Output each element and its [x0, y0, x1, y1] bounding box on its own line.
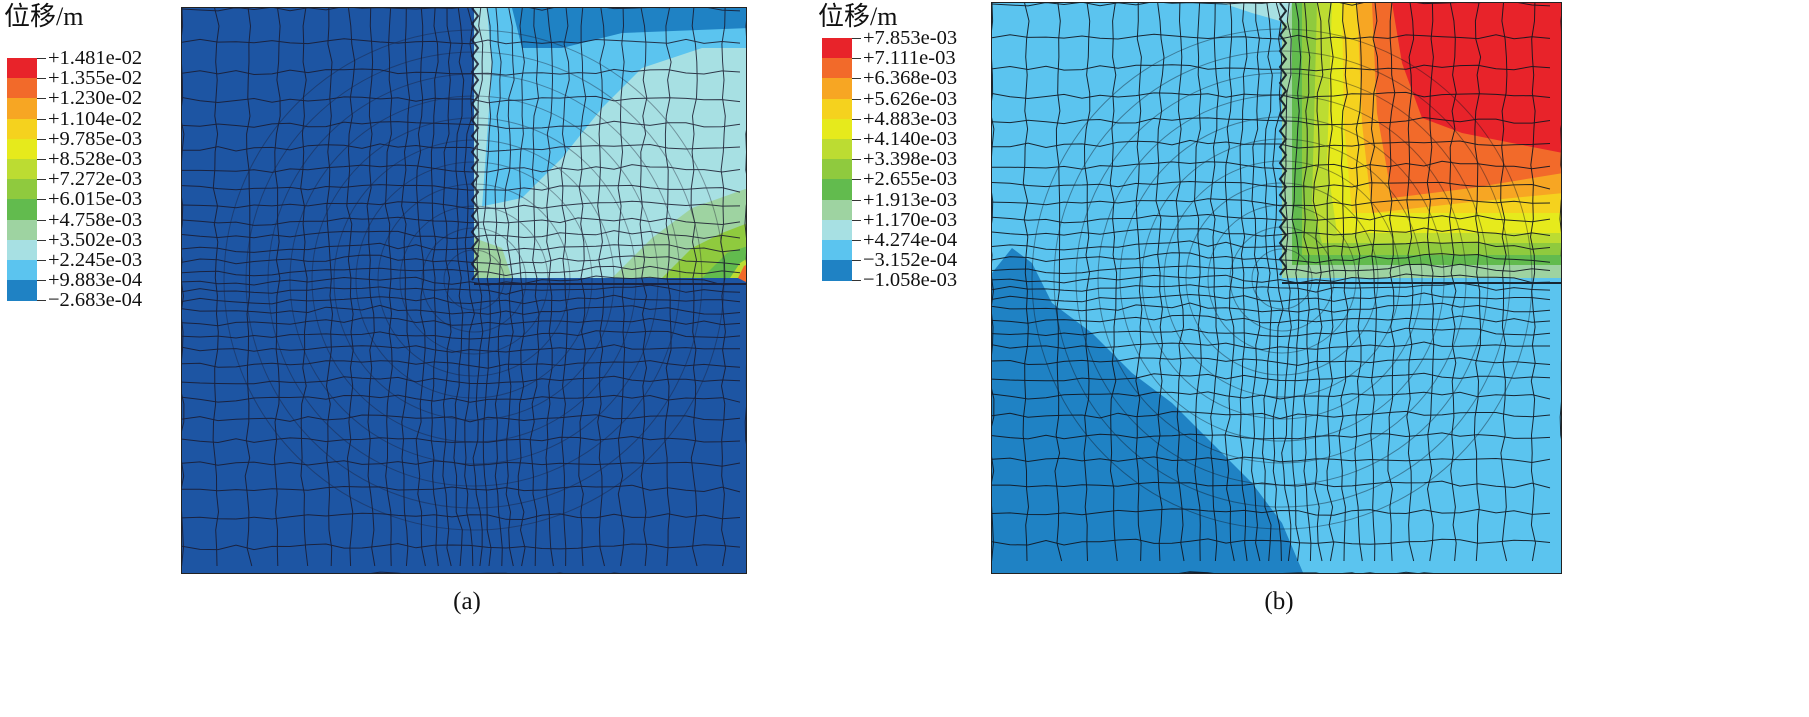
caption-a: (a) — [453, 588, 481, 615]
caption-b: (b) — [1264, 588, 1294, 615]
legend-label-b: +3.398e-03 — [863, 148, 958, 171]
legend-swatch-a — [7, 159, 37, 180]
legend-label-a: −2.683e-04 — [48, 289, 143, 312]
legend-label-b: +4.274e-04 — [863, 229, 958, 251]
legend-tick-a — [37, 58, 46, 59]
legend-swatch-b — [822, 98, 852, 120]
legend-swatch-a — [7, 179, 37, 200]
legend-label-b: +2.655e-03 — [863, 168, 958, 191]
legend-swatch-a — [7, 239, 37, 261]
legend-swatch-b — [822, 240, 852, 261]
legend-label-b: +4.140e-03 — [863, 128, 958, 150]
legend-label-a: +9.785e-03 — [48, 127, 143, 150]
legend-tick-a — [37, 300, 46, 302]
legend-tick-b — [852, 98, 861, 100]
legend-swatch-b — [822, 260, 852, 281]
legend-label-b: +1.170e-03 — [863, 208, 958, 231]
legend-label-b: +4.883e-03 — [863, 107, 958, 130]
legend-swatch-a — [7, 260, 37, 281]
legend-swatch-b — [822, 219, 852, 241]
legend-tick-a — [37, 98, 46, 100]
legend-label-a: +1.104e-02 — [48, 107, 143, 130]
legend-swatch-b — [822, 118, 852, 140]
legend-swatch-a — [7, 78, 37, 99]
legend-title-a: 位移/m — [4, 2, 84, 31]
legend-tick-b — [852, 58, 861, 60]
legend-label-b: +7.111e-03 — [863, 47, 956, 70]
legend-label-a: +1.230e-02 — [48, 87, 143, 110]
legend-swatch-a — [7, 219, 37, 241]
legend-label-b: −3.152e-04 — [863, 249, 958, 272]
legend-swatch-b — [822, 139, 852, 160]
legend-label-b: −1.058e-03 — [863, 269, 958, 292]
legend-label-a: +1.481e-02 — [48, 47, 143, 69]
legend-tick-a — [37, 78, 46, 80]
legend-label-a: +3.502e-03 — [48, 228, 143, 251]
legend-swatch-b — [822, 179, 852, 201]
legend-tick-a — [37, 280, 46, 282]
contour-plot-a — [181, 7, 747, 574]
legend-label-b: +7.853e-03 — [863, 27, 958, 49]
legend-label-a: +6.015e-03 — [48, 188, 143, 211]
legend-swatch-b — [822, 38, 852, 59]
legend-tick-a — [37, 159, 46, 160]
legend-swatch-a — [7, 280, 37, 301]
legend-tick-b — [852, 139, 861, 140]
legend-label-b: +5.626e-03 — [863, 87, 958, 110]
legend-tick-b — [852, 219, 861, 221]
legend-label-a: +8.528e-03 — [48, 148, 143, 170]
legend-label-b: +6.368e-03 — [863, 67, 958, 90]
legend-tick-b — [852, 78, 861, 80]
legend-swatch-a — [7, 98, 37, 120]
legend-swatch-b — [822, 58, 852, 79]
legend-tick-a — [37, 219, 46, 221]
legend-swatch-b — [822, 78, 852, 100]
legend-swatch-b — [822, 199, 852, 221]
legend-tick-a — [37, 239, 46, 241]
legend-label-a: +1.355e-02 — [48, 67, 143, 90]
legend-tick-b — [852, 118, 861, 120]
legend-tick-b — [852, 179, 861, 181]
legend-tick-b — [852, 38, 861, 39]
legend-tick-a — [37, 138, 46, 140]
legend-tick-b — [852, 240, 861, 241]
legend-tick-a — [37, 179, 46, 181]
legend-title-b: 位移/m — [818, 2, 898, 31]
legend-tick-a — [37, 118, 46, 120]
legend-tick-b — [852, 260, 861, 262]
legend-swatch-a — [7, 199, 37, 221]
legend-label-a: +2.245e-03 — [48, 249, 143, 271]
legend-swatch-a — [7, 138, 37, 160]
contour-plot-b — [991, 2, 1562, 574]
legend-swatch-a — [7, 118, 37, 140]
legend-tick-a — [37, 199, 46, 201]
legend-tick-a — [37, 260, 46, 261]
legend-label-a: +7.272e-03 — [48, 168, 143, 191]
legend-tick-b — [852, 280, 861, 282]
legend-tick-b — [852, 159, 861, 161]
legend-swatch-b — [822, 159, 852, 180]
legend-label-a: +4.758e-03 — [48, 208, 143, 231]
legend-swatch-a — [7, 58, 37, 79]
legend-label-b: +1.913e-03 — [863, 188, 958, 211]
legend-label-a: +9.883e-04 — [48, 269, 143, 292]
legend-tick-b — [852, 199, 861, 201]
